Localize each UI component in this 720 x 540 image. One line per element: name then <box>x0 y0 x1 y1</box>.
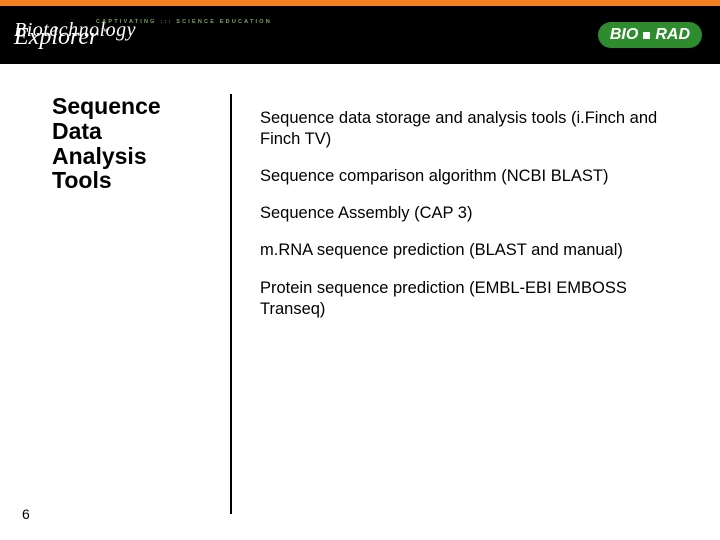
heading-line-3: Analysis <box>52 144 230 169</box>
heading-line-1: Sequence <box>52 94 230 119</box>
right-column: Sequence data storage and analysis tools… <box>260 94 720 514</box>
slide-heading: Sequence Data Analysis Tools <box>52 94 230 193</box>
body-item: Protein sequence prediction (EMBL-EBI EM… <box>260 278 688 320</box>
brand-tm: ™ <box>100 27 108 36</box>
body-item: Sequence comparison algorithm (NCBI BLAS… <box>260 166 688 187</box>
content-area: Sequence Data Analysis Tools Sequence da… <box>0 64 720 514</box>
page-number: 6 <box>22 506 30 522</box>
biorad-icon <box>643 32 650 39</box>
biorad-logo: BIO RAD <box>598 22 702 48</box>
body-item: Sequence data storage and analysis tools… <box>260 108 688 150</box>
brand-tagline: CAPTIVATING ::: SCIENCE EDUCATION <box>96 19 272 25</box>
body-item: m.RNA sequence prediction (BLAST and man… <box>260 240 688 261</box>
header-bar: Biotechnology CAPTIVATING ::: SCIENCE ED… <box>0 6 720 64</box>
biorad-text-1: BIO <box>610 26 638 44</box>
brand-left: Biotechnology CAPTIVATING ::: SCIENCE ED… <box>14 21 272 49</box>
heading-line-4: Tools <box>52 168 230 193</box>
left-column: Sequence Data Analysis Tools <box>52 94 230 514</box>
brand-explorer-text: Explorer <box>14 24 98 50</box>
vertical-divider <box>230 94 232 514</box>
body-item: Sequence Assembly (CAP 3) <box>260 203 688 224</box>
biorad-text-2: RAD <box>655 26 690 44</box>
heading-line-2: Data <box>52 119 230 144</box>
